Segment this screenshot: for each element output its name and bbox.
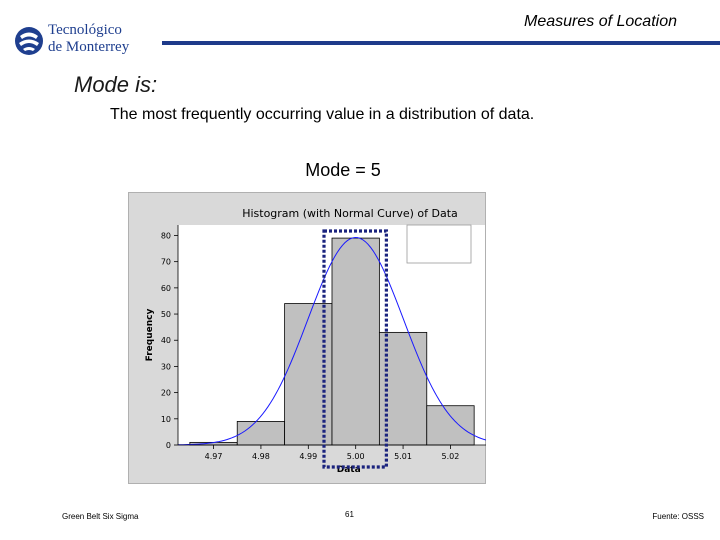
y-tick-label: 60 [161, 284, 171, 293]
x-tick-label: 5.02 [442, 452, 460, 461]
y-tick-label: 0 [166, 441, 171, 450]
normal-curve [177, 236, 486, 446]
chart-title: Histogram (with Normal Curve) of Data [242, 207, 458, 220]
mode-definition: The most frequently occurring value in a… [110, 106, 535, 123]
y-tick-label: 40 [161, 336, 171, 345]
tec-logo: Tecnológico de Monterrey [14, 22, 139, 60]
x-tick-label: 5.00 [347, 452, 365, 461]
y-tick-label: 70 [161, 258, 171, 267]
stats-box [406, 224, 472, 264]
footer-source: Fuente: OSSS [652, 512, 704, 521]
section-heading: Mode is: [74, 72, 158, 97]
tec-logo-icon [15, 27, 43, 55]
logo-wordmark: Tecnológico de Monterrey [48, 22, 129, 56]
x-axis-label: Data [337, 465, 361, 475]
mode-highlight-box [322, 229, 388, 469]
histogram-bar [236, 421, 286, 446]
footer-page-number: 61 [345, 510, 354, 519]
x-tick-label: 4.98 [252, 452, 270, 461]
y-tick-label: 10 [161, 415, 171, 424]
y-tick-label: 30 [161, 362, 171, 371]
histogram-bar [426, 405, 475, 446]
y-tick-label: 80 [161, 231, 171, 240]
histogram-chart: Histogram (with Normal Curve) of Data 0 10… [145, 207, 486, 475]
logo-line-1: Tecnológico [48, 22, 122, 38]
y-axis-label: Frequency [145, 309, 155, 362]
x-tick-label: 4.97 [205, 452, 223, 461]
header-rule [162, 41, 720, 45]
mode-value-label: Mode = 5 [305, 160, 381, 180]
x-tick-label: 5.01 [394, 452, 412, 461]
histogram-bar [331, 237, 380, 446]
slide-title: Measures of Location [524, 13, 677, 30]
logo-line-2: de Monterrey [48, 39, 130, 55]
y-tick-label: 50 [161, 310, 171, 319]
y-tick-label: 20 [161, 389, 171, 398]
x-tick-label: 4.99 [299, 452, 317, 461]
footer-course: Green Belt Six Sigma [62, 512, 139, 521]
